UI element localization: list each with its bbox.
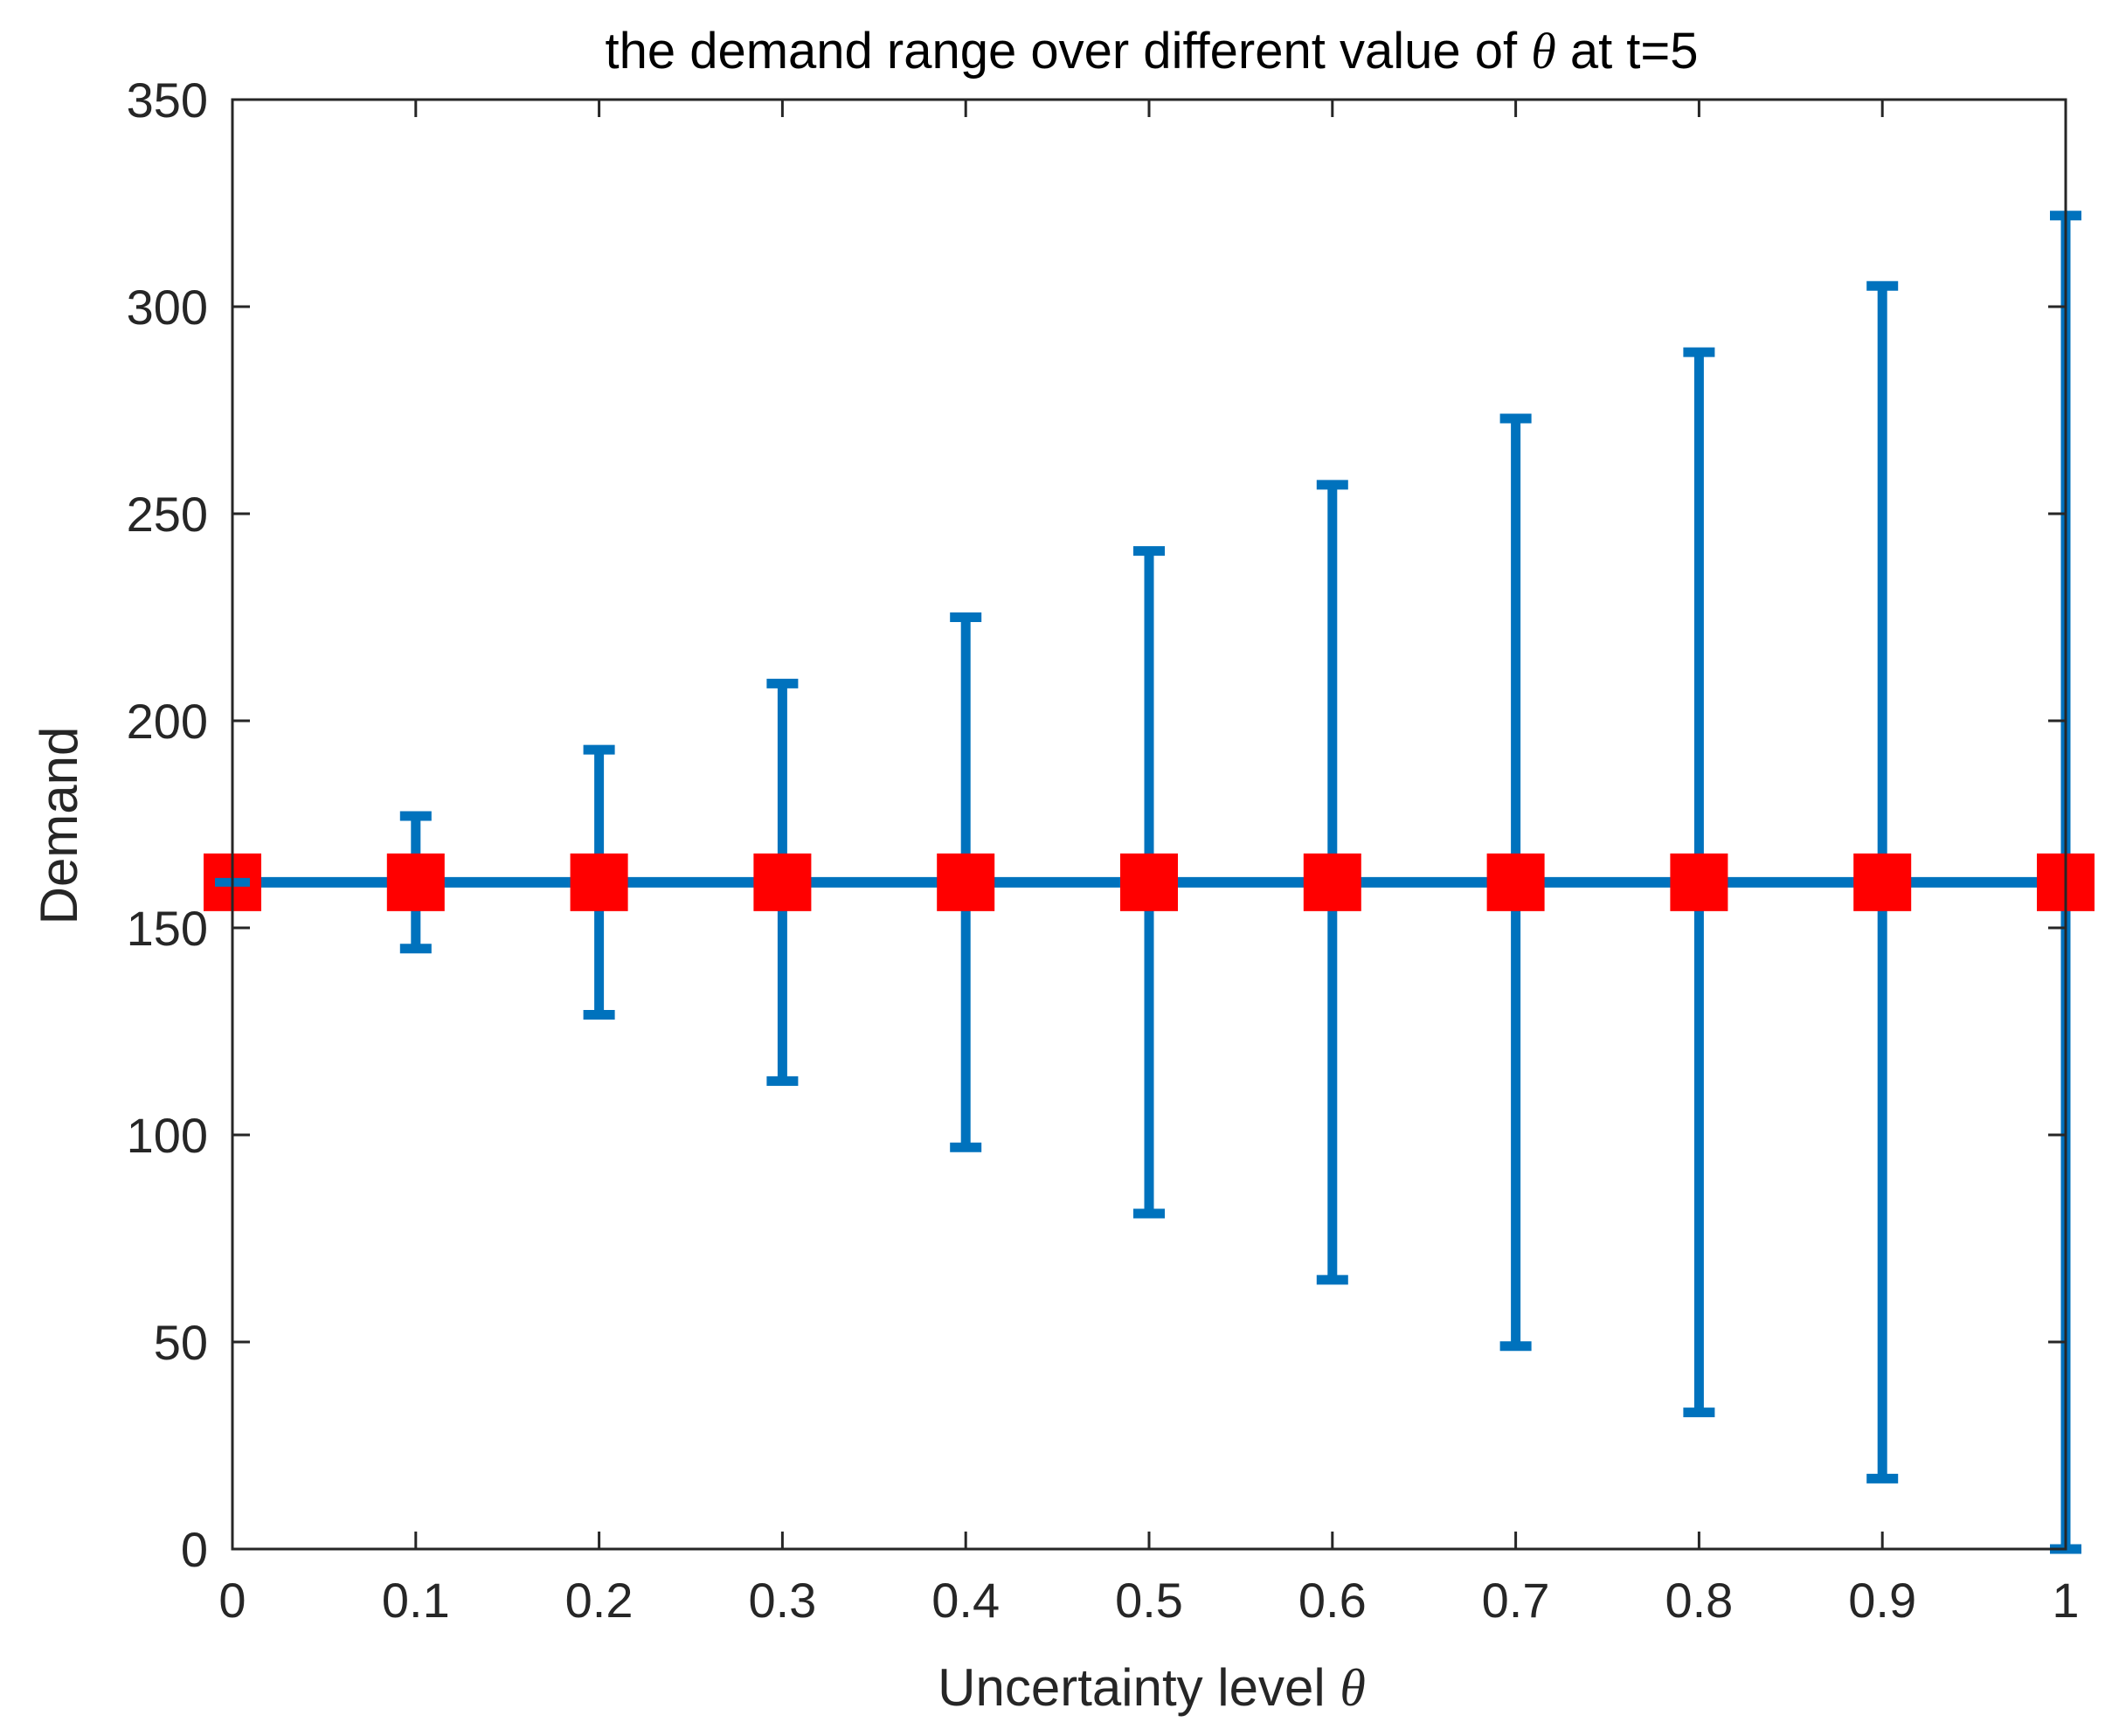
y-tick-label: 150 (127, 901, 208, 956)
x-tick-label: 0.6 (1298, 1573, 1367, 1628)
data-point-marker (570, 853, 628, 911)
y-tick-label: 300 (127, 280, 208, 335)
x-tick-label: 1 (2052, 1573, 2079, 1628)
x-tick-label: 0.9 (1848, 1573, 1916, 1628)
y-axis-label: Demand (30, 727, 88, 925)
data-point-marker (1303, 853, 1361, 911)
chart-title-prefix: the demand range over different value of (605, 23, 1531, 80)
data-point-marker (1670, 853, 1728, 911)
y-tick-label: 200 (127, 694, 208, 749)
y-tick-label: 50 (154, 1315, 208, 1370)
y-tick-label: 0 (181, 1522, 208, 1577)
axes: 0 0.1 0.2 0.3 0.4 0.5 0.6 0.7 0.8 0.9 1 0 50 100 150 20… (127, 73, 2080, 1628)
data-point-marker (1853, 853, 1912, 911)
x-tick-label: 0.8 (1665, 1573, 1733, 1628)
y-tick-label: 350 (127, 73, 208, 128)
chart-title-theta: θ (1531, 23, 1556, 80)
x-tick-label: 0.1 (382, 1573, 450, 1628)
x-tick-label: 0.2 (565, 1573, 634, 1628)
x-axis-label-theta: θ (1340, 1659, 1365, 1717)
x-axis-label: Uncertainty level θ (938, 1658, 1366, 1717)
y-tick-label: 100 (127, 1108, 208, 1163)
chart-title: the demand range over different value of… (605, 23, 1698, 80)
data-point-marker (937, 853, 995, 911)
x-tick-label: 0.3 (748, 1573, 816, 1628)
x-tick-label: 0.5 (1115, 1573, 1183, 1628)
data-point-marker (1120, 853, 1178, 911)
data-marks (204, 211, 2095, 1554)
data-point-marker (386, 853, 445, 911)
y-tick-label: 250 (127, 487, 208, 542)
data-point-marker (1486, 853, 1545, 911)
x-tick-label: 0.4 (931, 1573, 1000, 1628)
data-point-marker (753, 853, 812, 911)
chart-title-suffix: at t=5 (1556, 23, 1699, 80)
x-tick-label: 0 (218, 1573, 246, 1628)
x-tick-label: 0.7 (1482, 1573, 1550, 1628)
x-axis-label-text: Uncertainty level (938, 1658, 1340, 1717)
